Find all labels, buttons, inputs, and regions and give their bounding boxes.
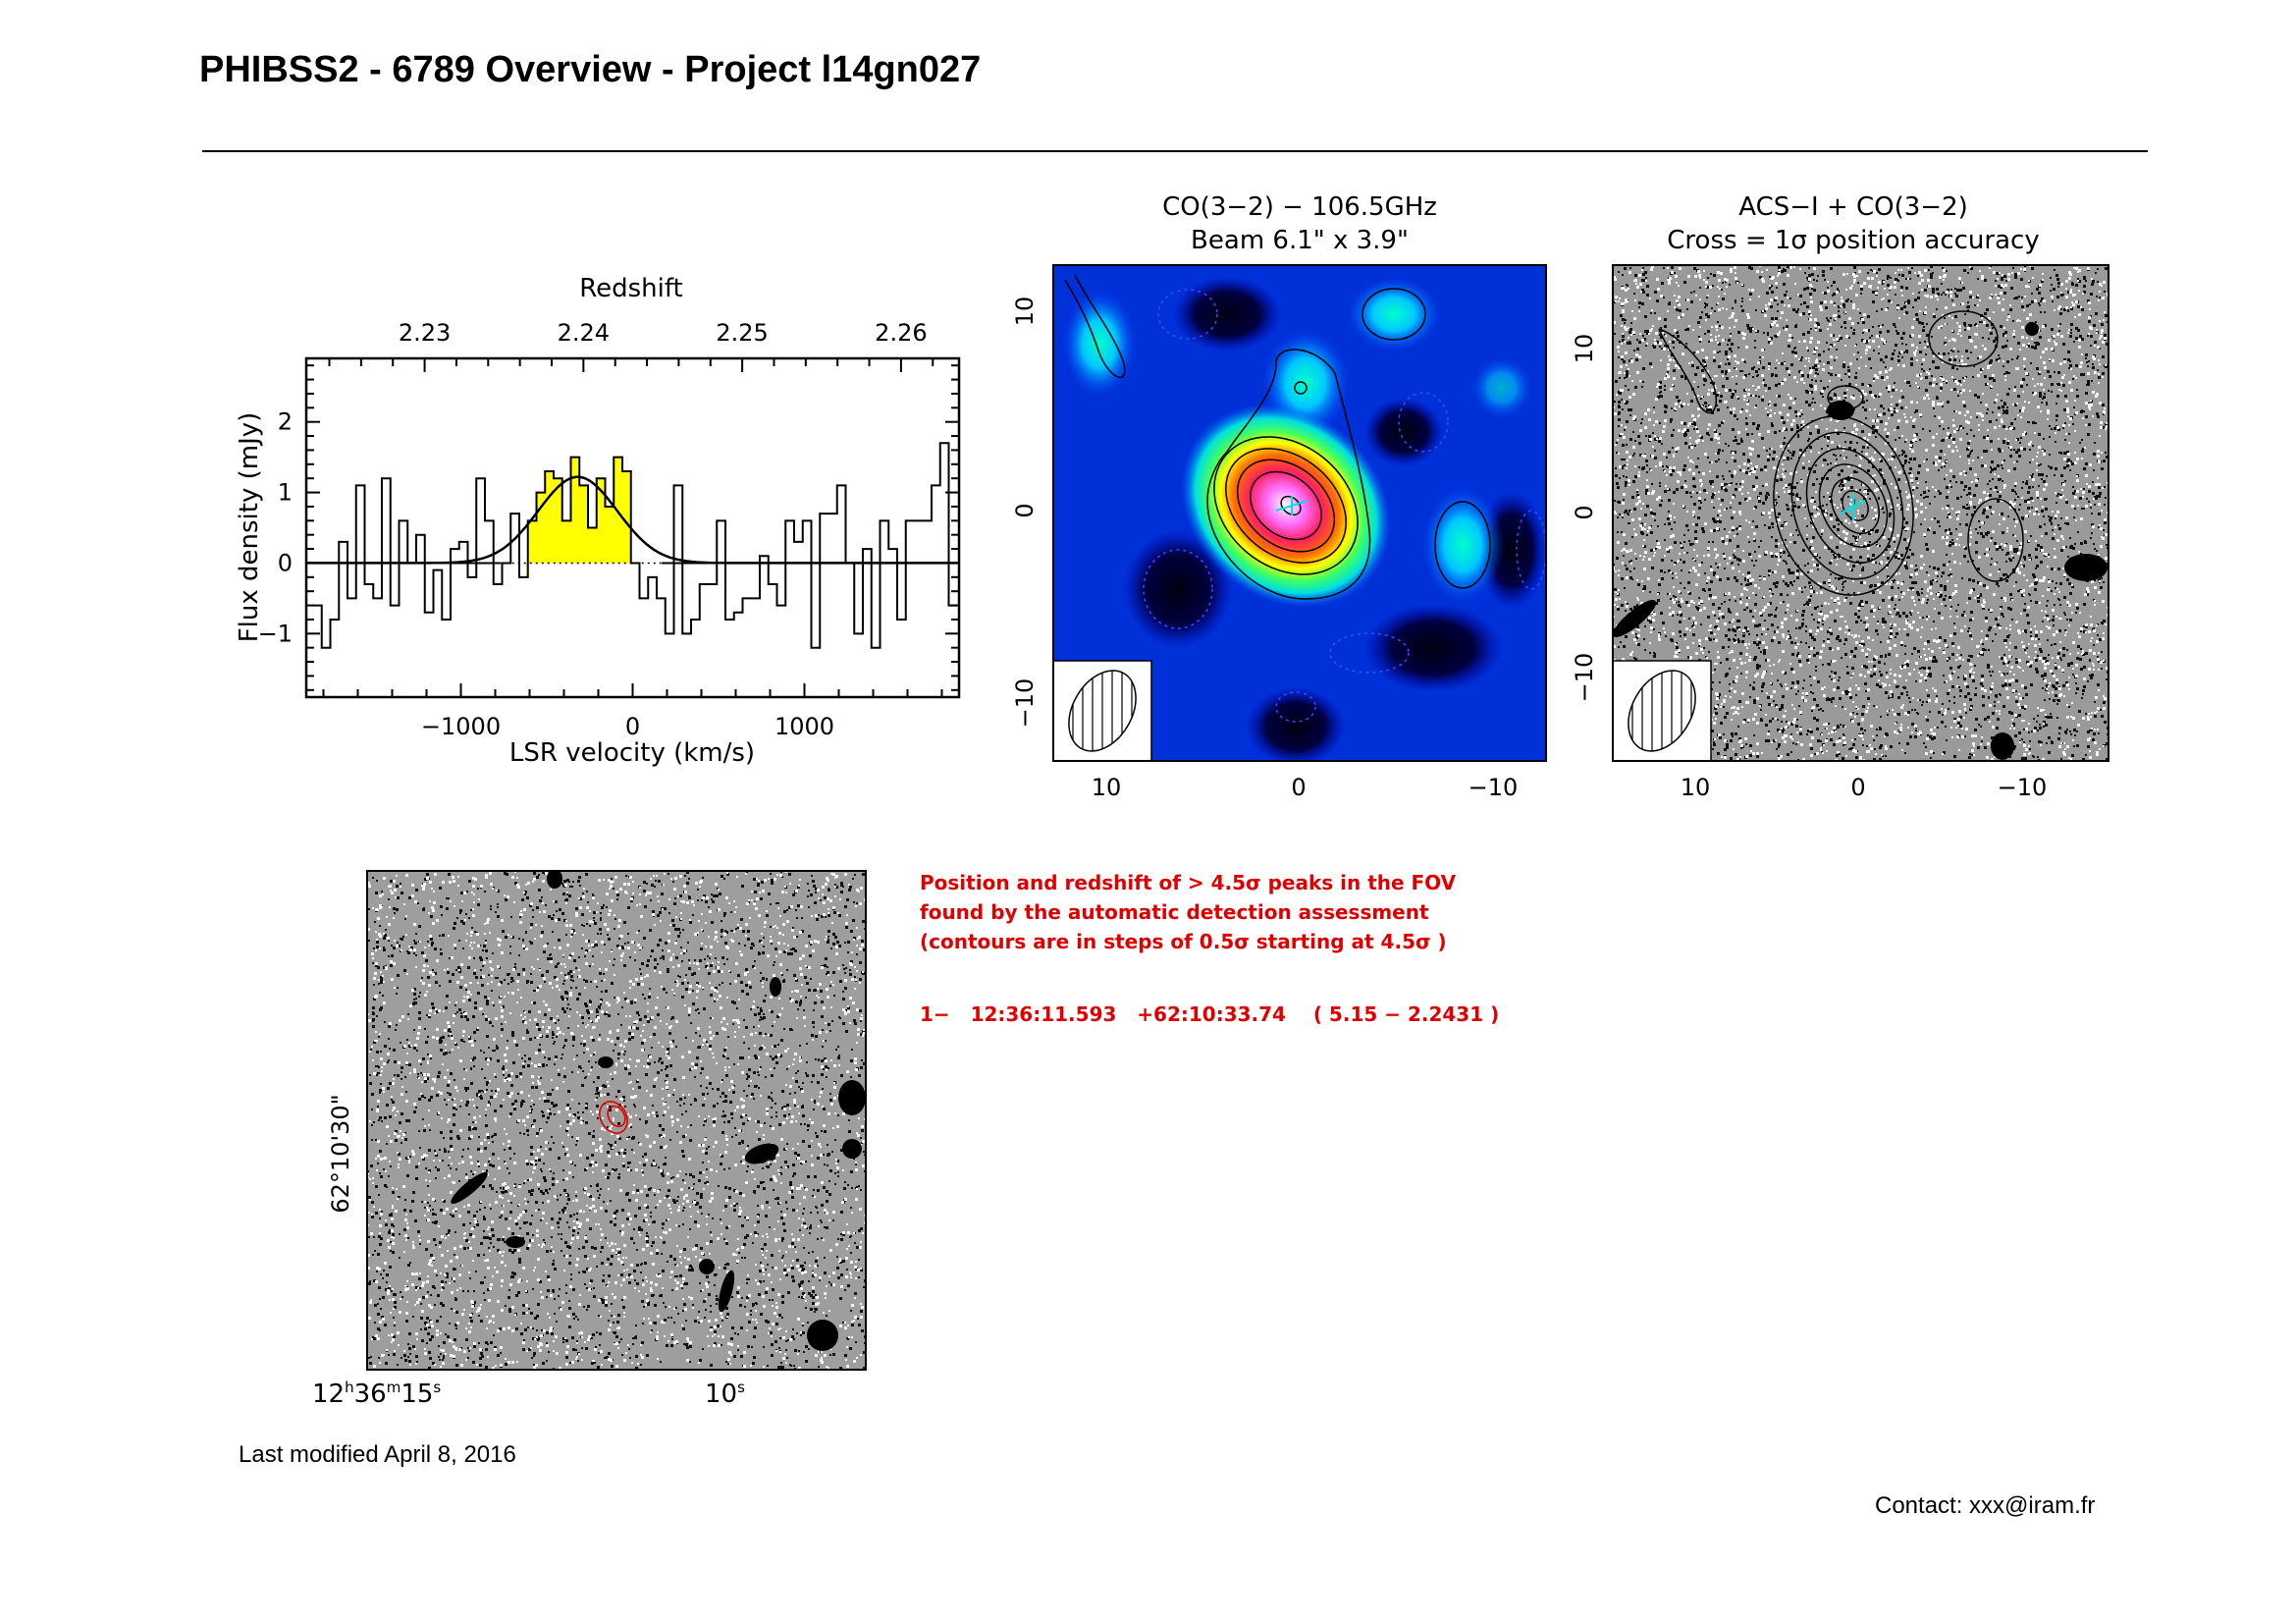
acs-ytick-mid: 0 [1571, 505, 1598, 519]
top-tick-label: 2.24 [558, 319, 610, 347]
field-image-panel: 12h36m15s 10s 62°10'30" [312, 870, 867, 1409]
line-window-fill [526, 457, 636, 577]
detection-line2: found by the automatic detection assessm… [920, 900, 1429, 924]
acs-map-frame [1612, 264, 2109, 762]
top-tick-label: 2.25 [716, 319, 768, 347]
page-title: PHIBSS2 - 6789 Overview - Project l14gn0… [199, 49, 982, 90]
co-ytick-mid: 0 [1011, 503, 1039, 517]
detection-notes: Position and redshift of > 4.5σ peaks in… [920, 868, 1499, 1029]
top-tick-label: 2.26 [875, 319, 927, 347]
y-tick-label: 1 [278, 479, 293, 507]
co-map: 10 0 −10 10 0 −10 [1011, 264, 1547, 801]
x-axis-label: LSR velocity (km/s) [509, 738, 755, 768]
acs-map-title-line2: Cross = 1σ position accuracy [1667, 226, 2040, 255]
y-tick-label: −1 [258, 620, 293, 647]
acs-map: 10 0 −10 10 0 −10 [1571, 264, 2109, 801]
top-tick-label: 2.23 [399, 319, 451, 347]
field-image [367, 871, 866, 1370]
co-ytick-bottom: −10 [1011, 678, 1039, 729]
spectrum-frame [304, 356, 961, 699]
spectrum-histogram [313, 442, 958, 649]
co-map-title-line2: Beam 6.1" x 3.9" [1191, 226, 1409, 255]
co-ytick-top: 10 [1011, 297, 1039, 327]
acs-xtick-mid: 0 [1850, 774, 1865, 801]
detection-line1: Position and redshift of > 4.5σ peaks in… [920, 871, 1457, 894]
last-modified: Last modified April 8, 2016 [239, 1441, 516, 1468]
acs-beam-inset [1612, 660, 1712, 762]
co-beam-inset [1052, 660, 1152, 762]
acs-ytick-top: 10 [1571, 334, 1598, 364]
co-xtick-right: −10 [1468, 774, 1519, 801]
acs-map-title-line1: ACS−I + CO(3−2) [1738, 192, 1968, 222]
top-axis-label: Redshift [579, 274, 683, 303]
acs-ytick-bottom: −10 [1571, 653, 1598, 703]
acs-xtick-right: −10 [1998, 774, 2048, 801]
co-intensity-map [1053, 265, 1546, 761]
spectrum-chart: Redshift 2.23 2.24 2.25 2.26 −1000 0 1000 −1 0 1… [235, 274, 961, 768]
co-map-title-line1: CO(3−2) − 106.5GHz [1162, 192, 1437, 222]
field-image-frame [366, 870, 867, 1371]
detection-line3: (contours are in steps of 0.5σ starting … [920, 930, 1447, 953]
detection-peak: 1− 12:36:11.593 +62:10:33.74 ( 5.15 − 2.… [920, 1002, 1500, 1026]
field-ra-label-right: 10s [705, 1379, 745, 1409]
y-tick-label: 0 [278, 549, 293, 576]
x-tick-label: −1000 [421, 713, 501, 740]
co-xtick-mid: 0 [1291, 774, 1306, 801]
x-tick-label: 0 [625, 713, 640, 740]
co-map-frame [1052, 264, 1547, 762]
field-ra-label-left: 12h36m15s [312, 1379, 441, 1409]
x-tick-label: 1000 [774, 713, 834, 740]
contact: Contact: xxx@iram.fr [1875, 1492, 2096, 1519]
svg-text:12h36m15s: 12h36m15s [312, 1379, 441, 1409]
y-axis-label: Flux density (mJy) [235, 412, 264, 643]
title-rule [202, 150, 2148, 152]
co-xtick-left: 10 [1092, 774, 1122, 801]
gaussian-fit [306, 475, 959, 565]
y-tick-label: 2 [278, 408, 293, 436]
field-dec-label: 62°10'30" [327, 1094, 354, 1213]
svg-text:10s: 10s [705, 1379, 745, 1409]
top-tick-labels: 2.23 2.24 2.25 2.26 [399, 319, 928, 347]
acs-xtick-left: 10 [1681, 774, 1711, 801]
